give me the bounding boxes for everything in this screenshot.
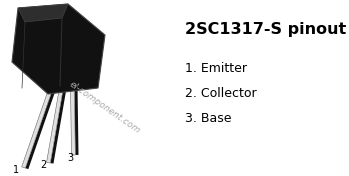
Polygon shape <box>50 88 66 164</box>
Text: 2SC1317-S pinout: 2SC1317-S pinout <box>185 22 346 37</box>
Polygon shape <box>18 4 68 22</box>
Text: 1: 1 <box>13 165 19 175</box>
Polygon shape <box>46 87 64 163</box>
Text: 1. Emitter: 1. Emitter <box>185 62 247 75</box>
Text: 2. Collector: 2. Collector <box>185 87 257 100</box>
Polygon shape <box>74 86 79 155</box>
Polygon shape <box>22 89 52 168</box>
Polygon shape <box>70 86 75 155</box>
Text: 3. Base: 3. Base <box>185 112 231 125</box>
Text: 3: 3 <box>67 153 73 163</box>
Text: el-component.com: el-component.com <box>68 80 142 136</box>
Polygon shape <box>25 90 55 169</box>
Text: 2: 2 <box>40 160 46 170</box>
Polygon shape <box>12 4 105 94</box>
